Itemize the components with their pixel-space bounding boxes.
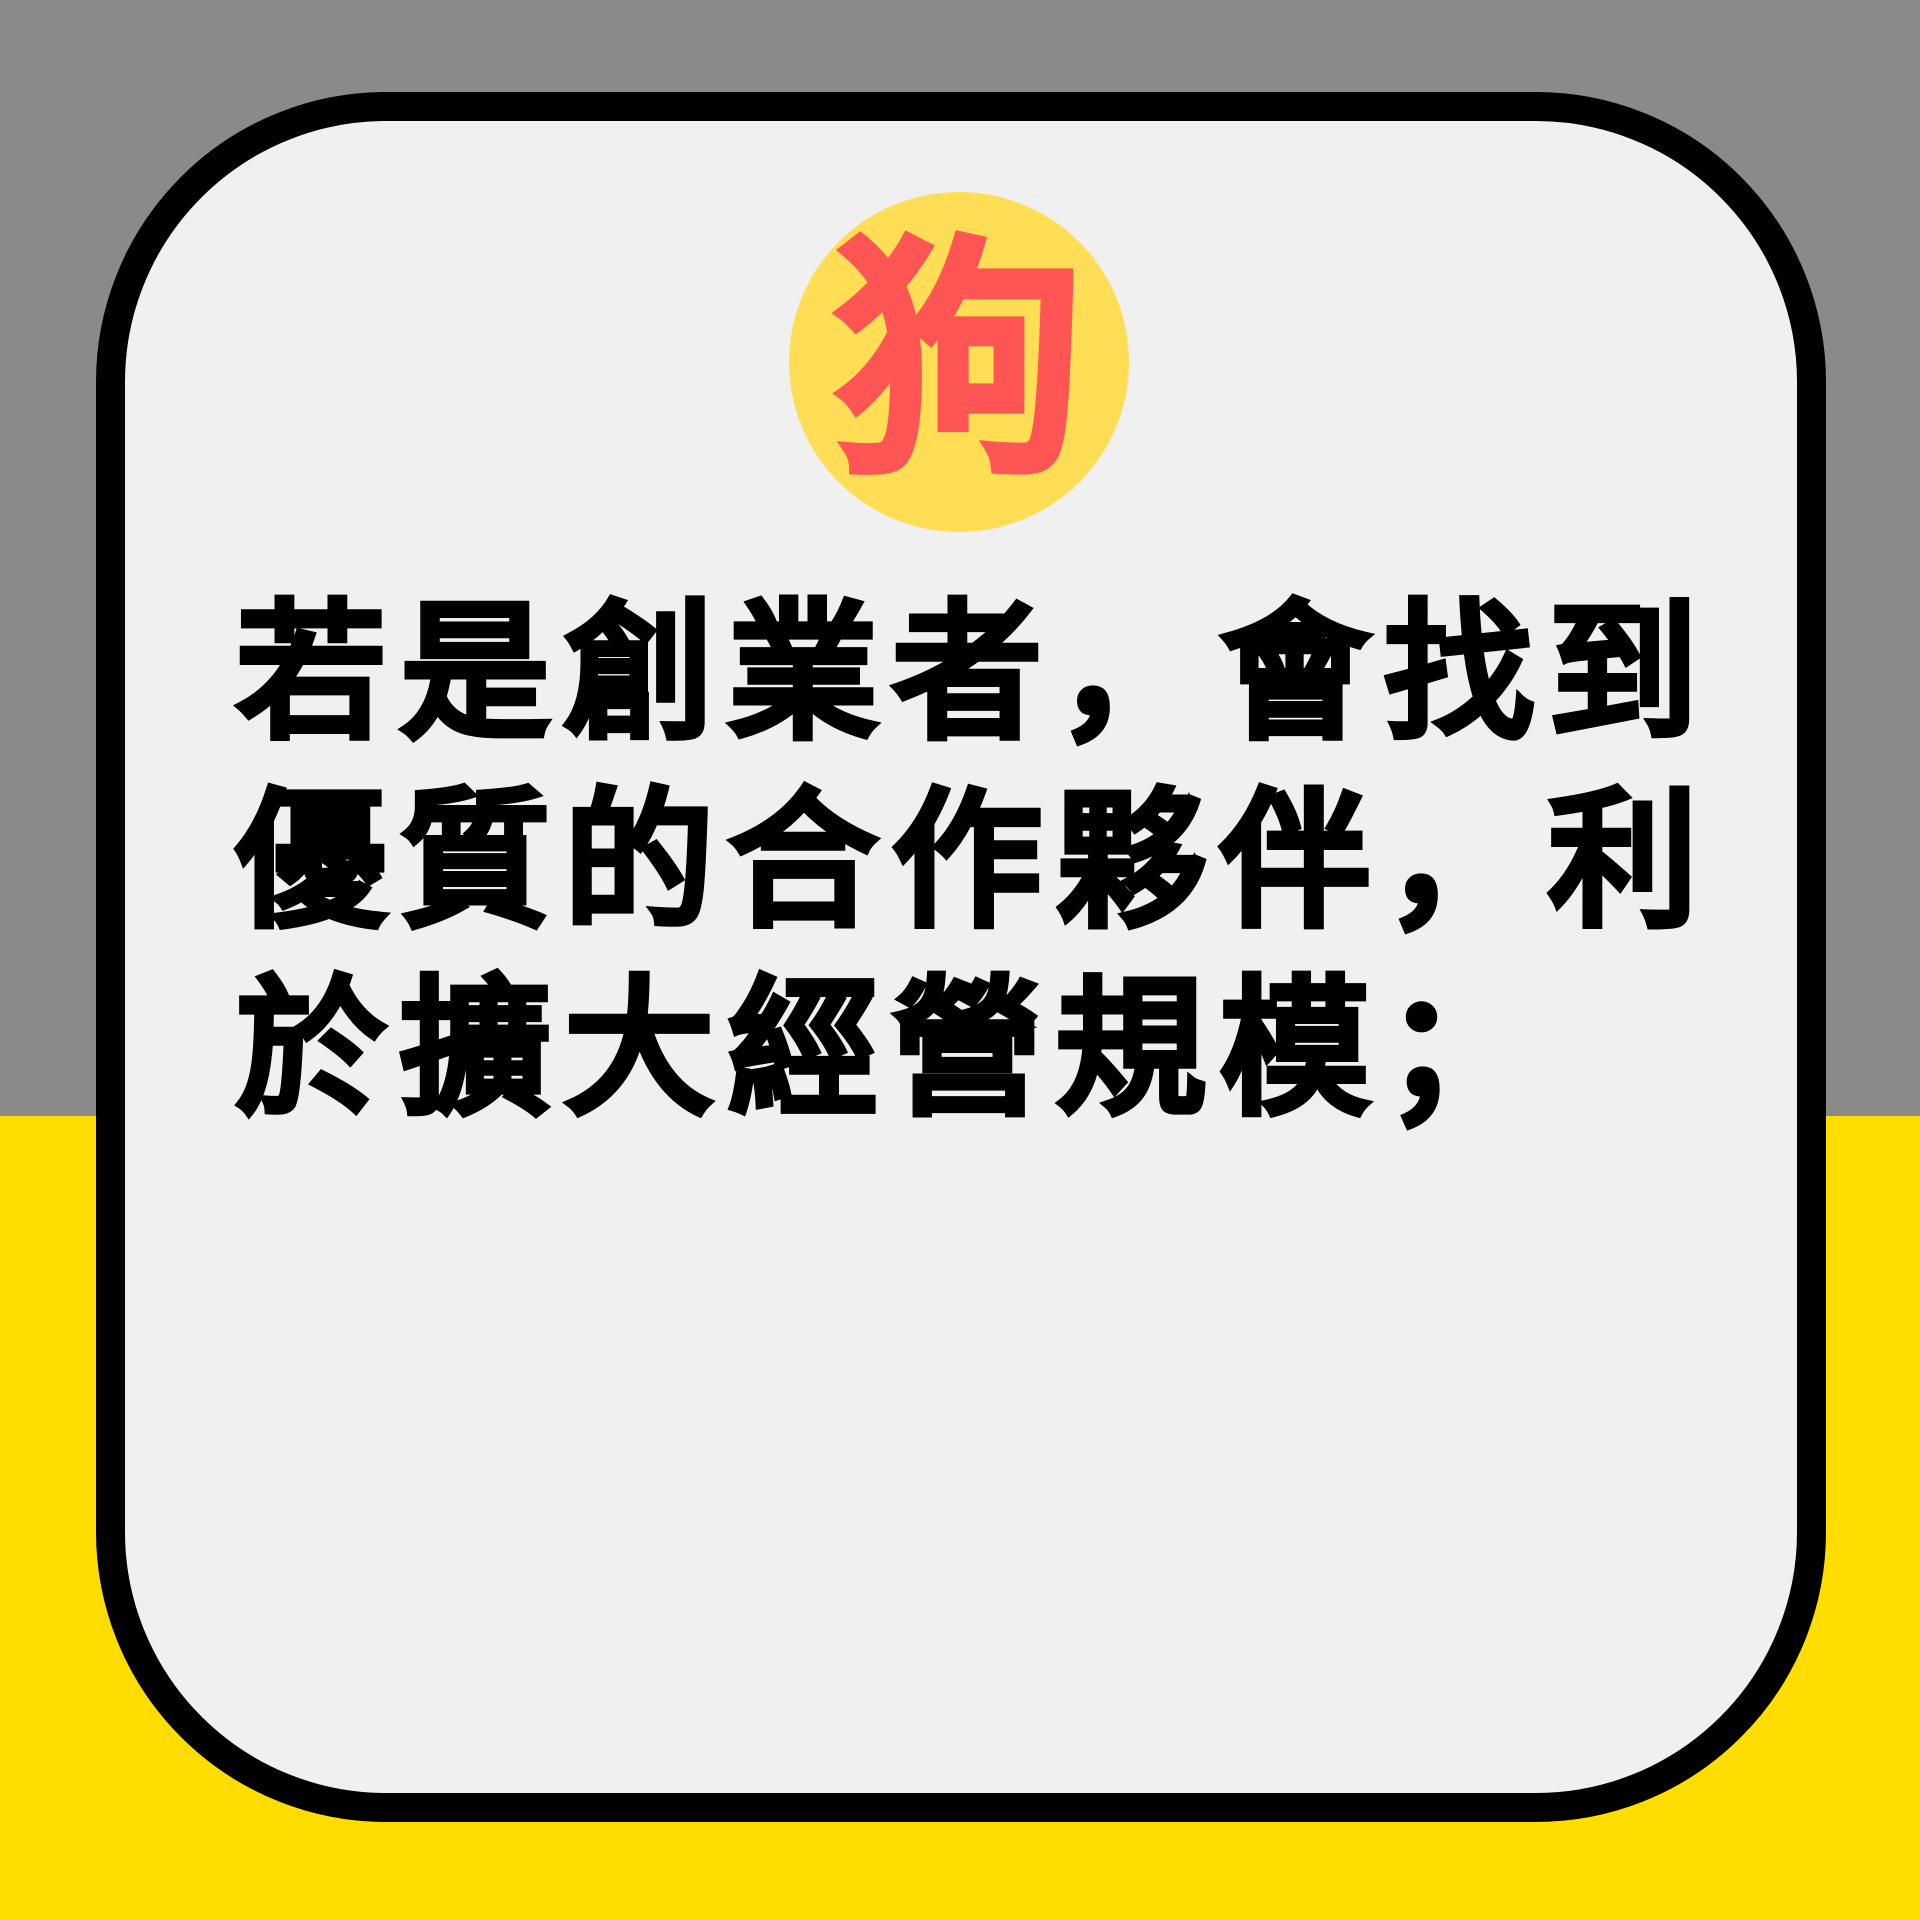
content-card (96, 92, 1826, 1822)
zodiac-badge-label: 狗 (831, 216, 1087, 507)
zodiac-badge: 狗 (789, 192, 1129, 532)
fortune-message: 若是創業者，會找到優質的合作夥伴，利於擴大經營規模； (234, 585, 1713, 1139)
